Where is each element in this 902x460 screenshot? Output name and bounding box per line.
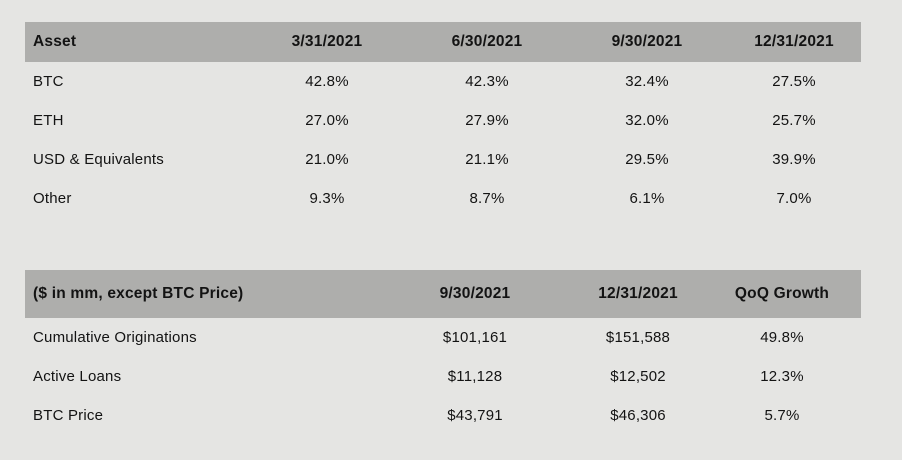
table-cell: 21.0% [305,151,349,168]
column-header-q4-2021: 12/31/2021 [727,22,861,62]
table-cell: $12,502 [610,368,666,385]
table-cell: 25.7% [772,112,816,129]
table-cell: 27.0% [305,112,349,129]
table-cell: 42.8% [305,73,349,90]
table-cell: 42.3% [465,73,509,90]
row-label-btc: BTC [33,73,64,90]
column-header-asset: Asset [25,22,247,62]
row-label-btc-price: BTC Price [33,407,104,424]
table-cell: 9.3% [309,190,345,207]
column-header-q4-2021: 12/31/2021 [573,270,703,318]
table-row-cumulative-originations: Cumulative Originations $101,161 $151,58… [25,318,861,357]
table-cell: $43,791 [447,407,503,424]
column-header-q2-2021: 6/30/2021 [407,22,567,62]
table-cell: 12.3% [760,368,804,385]
column-header-q3-2021: 9/30/2021 [567,22,727,62]
table-cell: $101,161 [442,329,508,346]
table-cell: 32.0% [625,112,669,129]
table-row-other: Other 9.3% 8.7% 6.1% 7.0% [25,179,861,218]
table-row-usd-equivalents: USD & Equivalents 21.0% 21.1% 29.5% 39.9… [25,140,861,179]
table-cell: 32.4% [625,73,669,90]
column-header-q3-2021: 9/30/2021 [377,270,573,318]
row-label-cumulative-originations: Cumulative Originations [33,329,197,346]
table-cell: $46,306 [610,407,666,424]
table-cell: $11,128 [447,368,503,385]
row-label-usd-equivalents: USD & Equivalents [33,151,164,168]
column-header-qoq-growth: QoQ Growth [703,270,861,318]
table-cell: 8.7% [469,190,505,207]
table-cell: 21.1% [465,151,509,168]
asset-table-header-row: Asset 3/31/2021 6/30/2021 9/30/2021 12/3… [25,22,861,62]
table-cell: 7.0% [776,190,812,207]
table-cell: 6.1% [629,190,665,207]
table-row-active-loans: Active Loans $11,128 $12,502 12.3% [25,357,861,396]
table-cell: 29.5% [625,151,669,168]
table-cell: 27.9% [465,112,509,129]
table-row-btc: BTC 42.8% 42.3% 32.4% 27.5% [25,62,861,101]
table-cell: $151,588 [605,329,671,346]
table-cell: 39.9% [772,151,816,168]
row-label-active-loans: Active Loans [33,368,122,385]
loan-metrics-table: ($ in mm, except BTC Price) 9/30/2021 12… [25,270,861,435]
table-cell: 27.5% [772,73,816,90]
row-label-eth: ETH [33,112,64,129]
table-row-eth: ETH 27.0% 27.9% 32.0% 25.7% [25,101,861,140]
asset-allocation-table: Asset 3/31/2021 6/30/2021 9/30/2021 12/3… [25,22,861,218]
loans-table-header-row: ($ in mm, except BTC Price) 9/30/2021 12… [25,270,861,318]
column-header-q1-2021: 3/31/2021 [247,22,407,62]
table-cell: 5.7% [764,407,800,424]
column-header-units-note: ($ in mm, except BTC Price) [25,270,377,318]
row-label-other: Other [33,190,72,207]
table-row-btc-price: BTC Price $43,791 $46,306 5.7% [25,396,861,435]
table-cell: 49.8% [760,329,804,346]
